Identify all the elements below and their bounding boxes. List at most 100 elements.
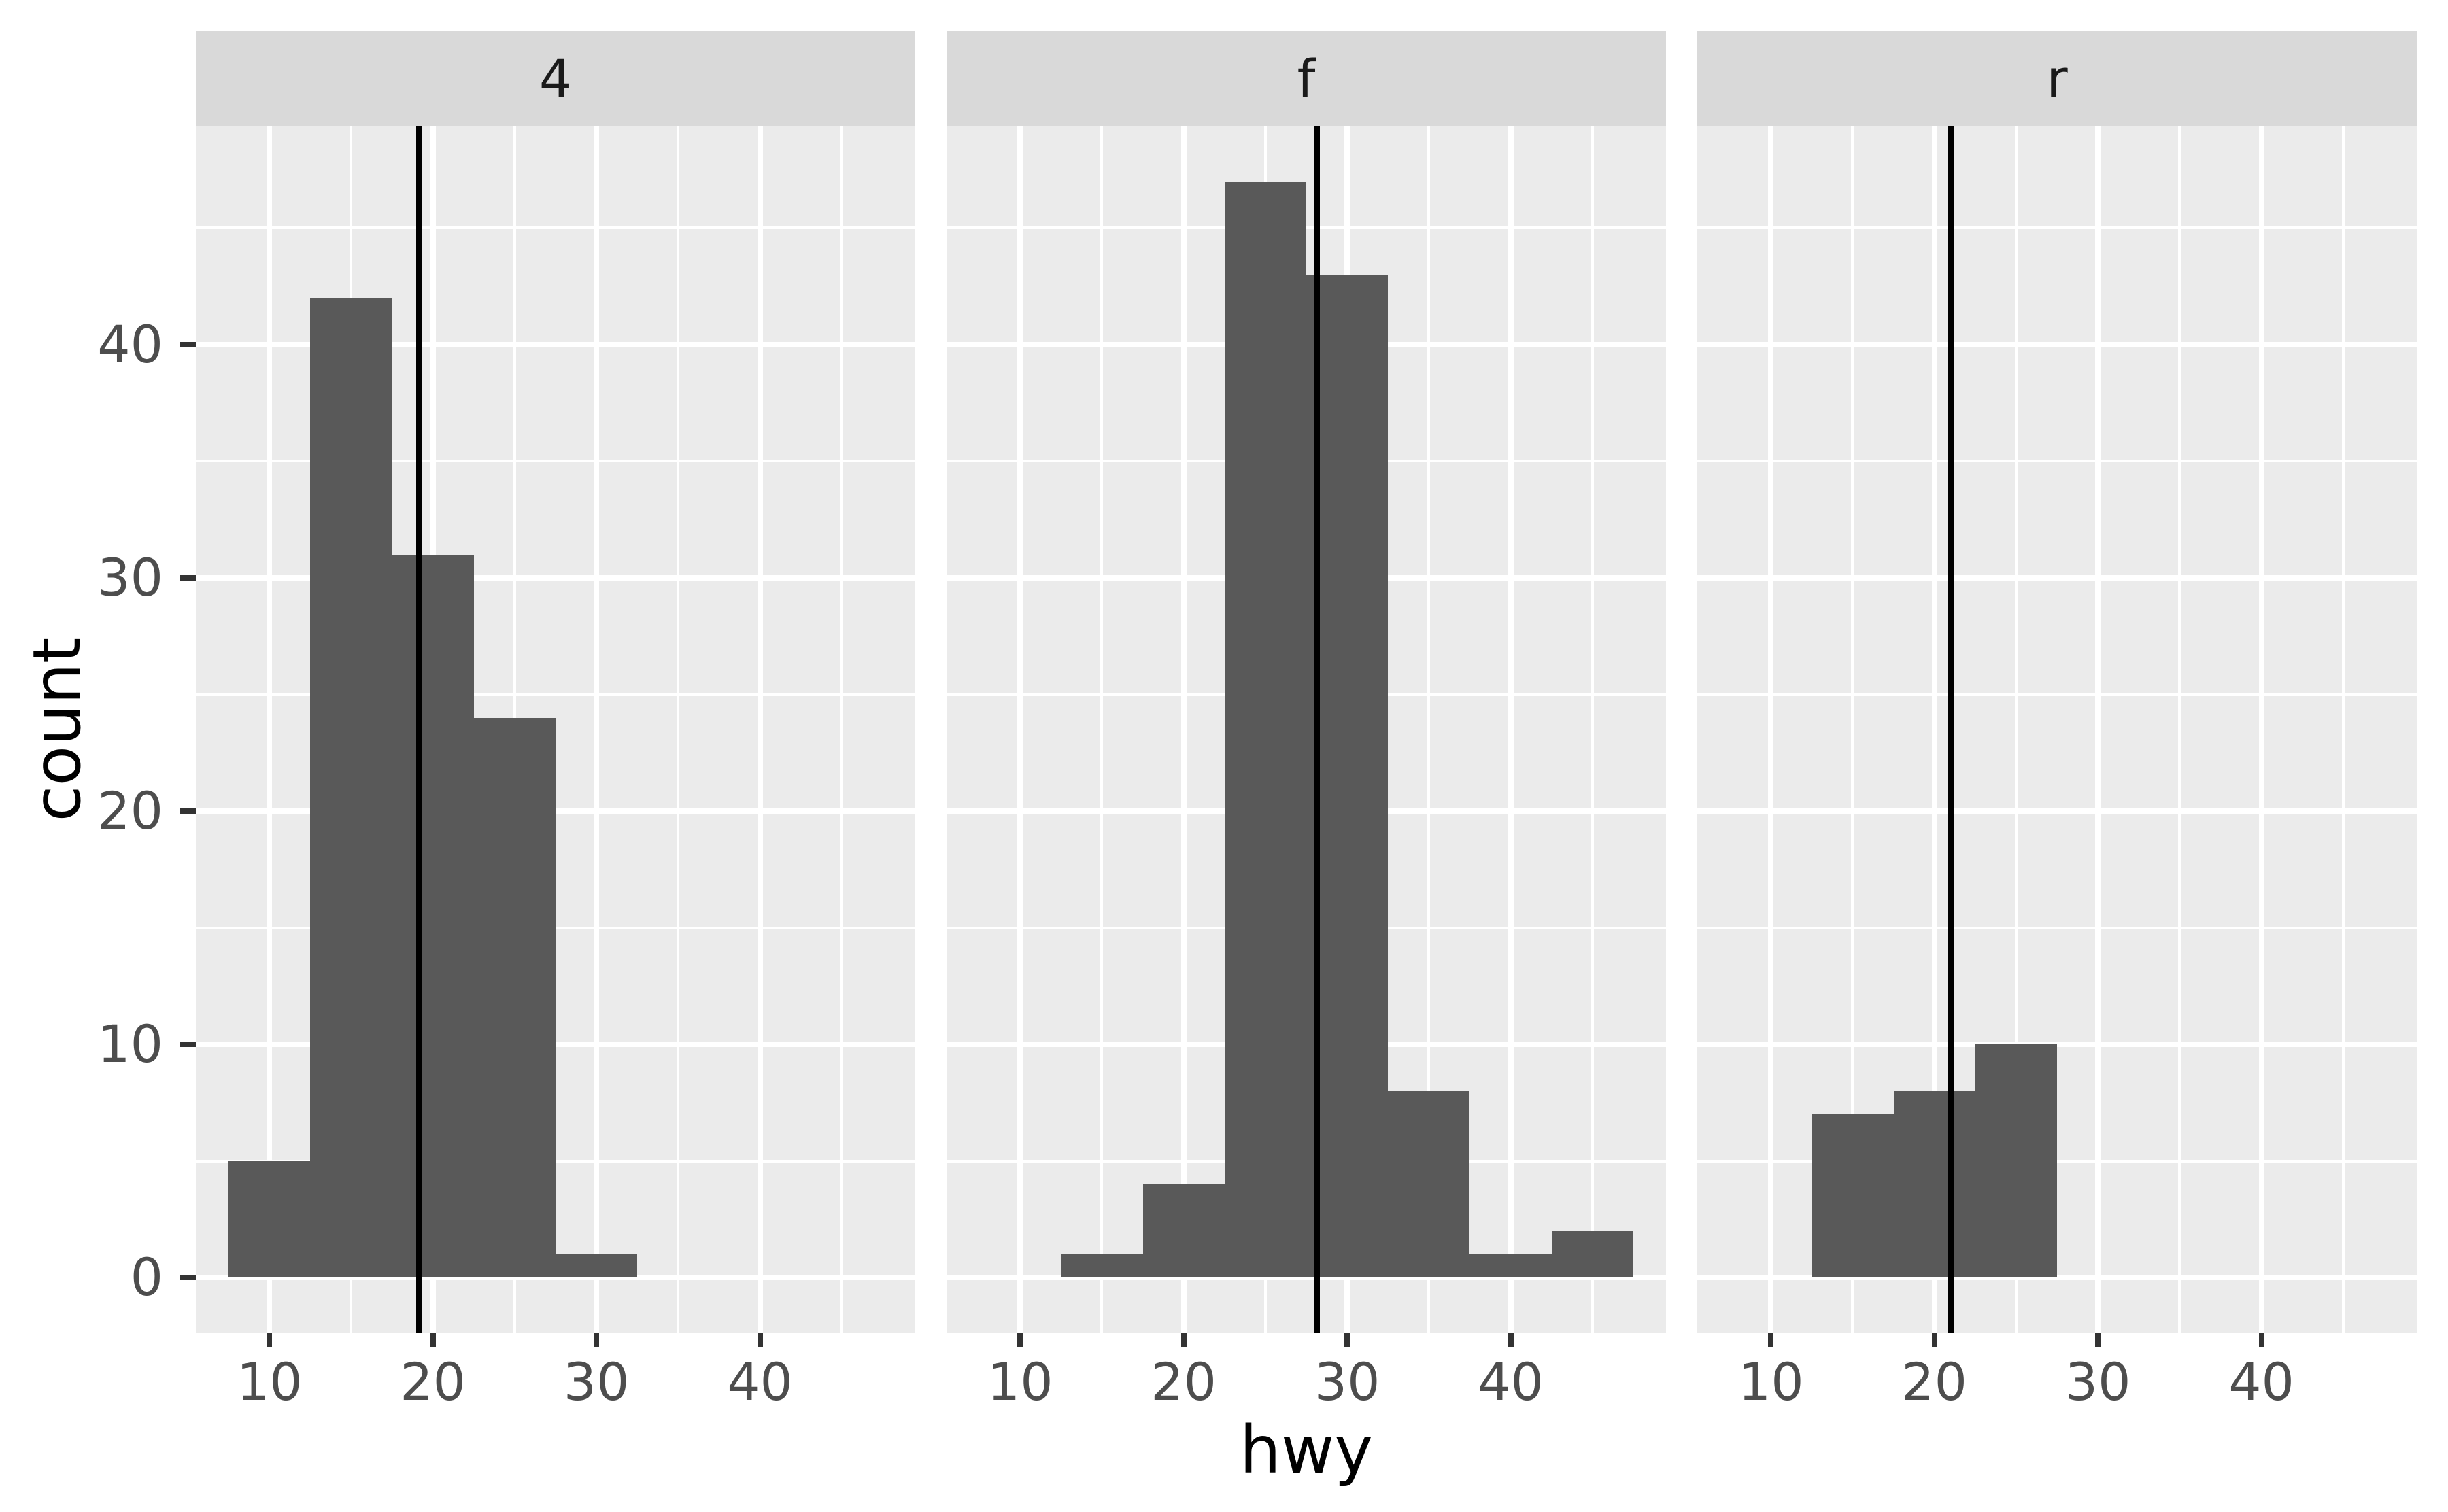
minor-gridline: [1697, 460, 2417, 463]
minor-gridline: [196, 226, 915, 230]
minor-gridline: [840, 126, 843, 1333]
x-tick-label: 10: [1737, 1352, 1804, 1412]
major-gridline: [2095, 126, 2101, 1333]
x-tick-mark: [594, 1333, 600, 1347]
major-gridline: [594, 126, 600, 1333]
x-tick-label: 10: [987, 1352, 1053, 1412]
major-gridline: [196, 1042, 915, 1048]
x-tick-label: 20: [400, 1352, 466, 1412]
minor-gridline: [947, 226, 1666, 230]
facet-panel: [947, 126, 1666, 1333]
major-gridline: [1697, 1275, 2417, 1281]
x-tick-mark: [1931, 1333, 1937, 1347]
histogram-bar: [392, 554, 474, 1278]
minor-gridline: [2014, 126, 2018, 1333]
minor-gridline: [196, 693, 915, 696]
x-axis-title: hwy: [1239, 1412, 1374, 1488]
minor-gridline: [677, 126, 680, 1333]
facet-panel: [196, 126, 915, 1333]
major-gridline: [1931, 126, 1937, 1333]
histogram-bar: [473, 717, 556, 1278]
minor-gridline: [2341, 126, 2345, 1333]
histogram-bar: [1551, 1231, 1633, 1278]
histogram-bar: [1469, 1254, 1552, 1278]
x-tick-mark: [1768, 1333, 1774, 1347]
minor-gridline: [1100, 126, 1104, 1333]
major-gridline: [1180, 126, 1187, 1333]
y-tick-mark: [180, 808, 196, 814]
histogram-bar: [310, 298, 392, 1278]
minor-gridline: [1697, 693, 2417, 696]
histogram-bar: [1061, 1254, 1143, 1278]
major-gridline: [947, 1275, 1666, 1281]
y-tick-label: 0: [130, 1247, 163, 1308]
x-tick-mark: [1344, 1333, 1350, 1347]
x-tick-label: 40: [2228, 1352, 2294, 1412]
histogram-bar: [556, 1254, 638, 1278]
x-tick-mark: [267, 1333, 273, 1347]
x-tick-label: 30: [2064, 1352, 2131, 1412]
major-gridline: [1768, 126, 1774, 1333]
minor-gridline: [2178, 126, 2181, 1333]
y-tick-mark: [180, 1275, 196, 1281]
major-gridline: [196, 808, 915, 814]
facet-strip-label: f: [1297, 48, 1316, 109]
minor-gridline: [1697, 926, 2417, 929]
mean-vline: [416, 126, 423, 1333]
x-tick-mark: [1508, 1333, 1514, 1347]
histogram-bar: [228, 1161, 311, 1278]
facet-strip-label: 4: [539, 48, 573, 109]
major-gridline: [757, 126, 763, 1333]
major-gridline: [1697, 341, 2417, 347]
facet-panel: [1697, 126, 2417, 1333]
facet-strip: r: [1697, 31, 2417, 126]
histogram-bar: [1975, 1044, 2057, 1278]
x-tick-label: 30: [563, 1352, 630, 1412]
mean-vline: [1314, 126, 1321, 1333]
x-tick-mark: [757, 1333, 763, 1347]
x-tick-mark: [2258, 1333, 2264, 1347]
major-gridline: [1508, 126, 1514, 1333]
minor-gridline: [1697, 226, 2417, 230]
minor-gridline: [196, 460, 915, 463]
histogram-bar: [1812, 1114, 1894, 1278]
x-tick-mark: [1180, 1333, 1187, 1347]
x-tick-label: 20: [1151, 1352, 1217, 1412]
major-gridline: [1697, 1042, 2417, 1048]
histogram-bar: [1388, 1090, 1470, 1278]
y-tick-mark: [180, 574, 196, 581]
y-tick-mark: [180, 1042, 196, 1048]
minor-gridline: [1427, 126, 1431, 1333]
x-tick-mark: [1017, 1333, 1023, 1347]
histogram-bar: [1224, 181, 1306, 1278]
x-tick-label: 20: [1901, 1352, 1968, 1412]
histogram-bar: [1893, 1090, 1975, 1278]
major-gridline: [196, 341, 915, 347]
mean-vline: [1948, 126, 1954, 1333]
major-gridline: [1697, 808, 2417, 814]
major-gridline: [267, 126, 273, 1333]
major-gridline: [2258, 126, 2264, 1333]
x-tick-label: 40: [1478, 1352, 1544, 1412]
major-gridline: [196, 574, 915, 581]
y-tick-label: 10: [97, 1014, 163, 1075]
major-gridline: [196, 1275, 915, 1281]
x-tick-label: 40: [727, 1352, 793, 1412]
minor-gridline: [1591, 126, 1594, 1333]
y-tick-label: 30: [97, 547, 163, 608]
minor-gridline: [1697, 1159, 2417, 1163]
x-tick-label: 30: [1314, 1352, 1380, 1412]
histogram-bar: [1142, 1184, 1225, 1278]
x-tick-mark: [2095, 1333, 2101, 1347]
minor-gridline: [1851, 126, 1854, 1333]
y-tick-label: 40: [97, 313, 163, 375]
x-tick-label: 10: [236, 1352, 303, 1412]
facet-strip: 4: [196, 31, 915, 126]
major-gridline: [1017, 126, 1023, 1333]
facet-strip: f: [947, 31, 1666, 126]
facet-strip-label: r: [2046, 48, 2068, 109]
major-gridline: [1697, 574, 2417, 581]
x-tick-mark: [430, 1333, 436, 1347]
minor-gridline: [196, 926, 915, 929]
